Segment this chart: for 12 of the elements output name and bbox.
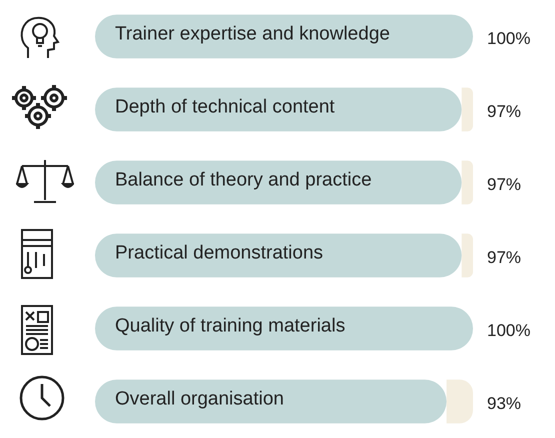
y-tick-label: Trainer expertise and knowledge xyxy=(115,24,390,45)
y-tick-label: Quality of training materials xyxy=(115,316,346,337)
data-label: 100% xyxy=(487,29,530,48)
data-label: 97% xyxy=(487,175,522,194)
data-label: 93% xyxy=(487,394,522,414)
data-label: 97% xyxy=(487,248,522,268)
y-tick-label: Depth of technical content xyxy=(115,96,336,118)
data-label: 100% xyxy=(487,321,530,340)
data-label: 97% xyxy=(487,102,522,122)
y-tick-label: Practical demonstrations xyxy=(115,242,324,264)
y-tick-label: Balance of theory and practice xyxy=(115,170,372,191)
y-tick-label: Overall organisation xyxy=(115,388,284,410)
